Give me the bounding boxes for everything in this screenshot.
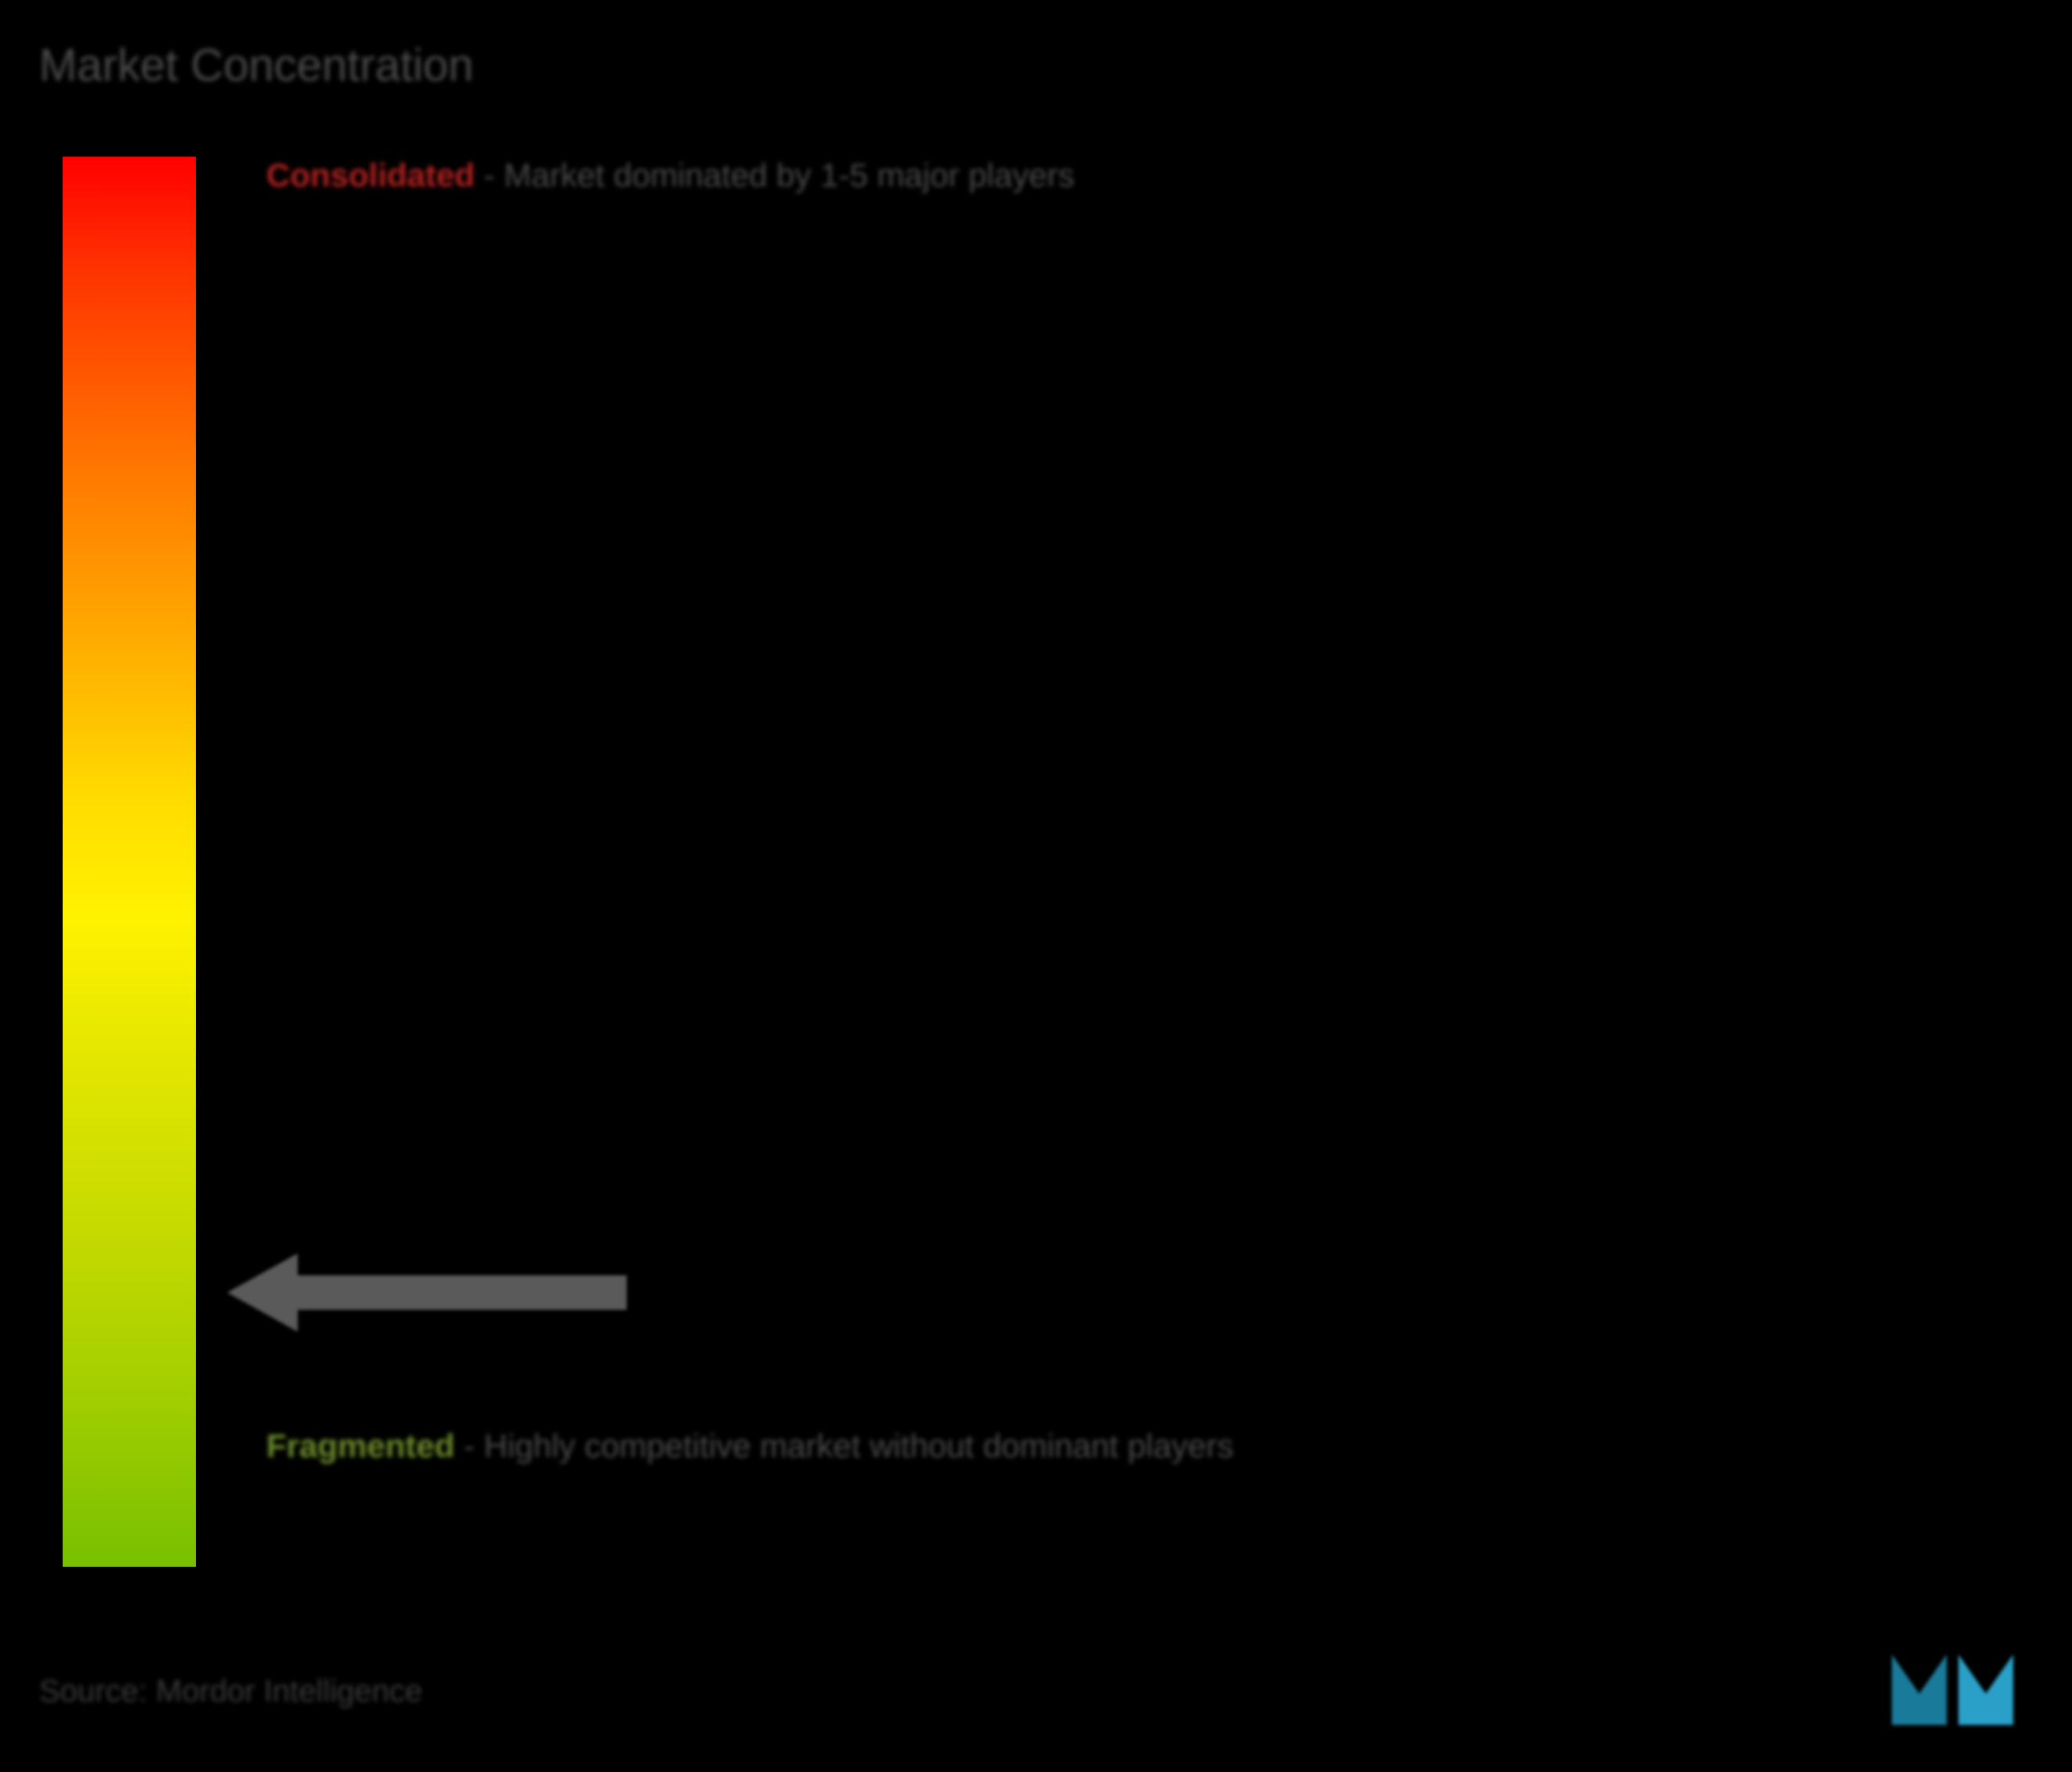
chart-title: Market Concentration [39, 39, 473, 92]
consolidated-label: Consolidated - Market dominated by 1-5 m… [266, 157, 1075, 194]
fragmented-description: - Highly competitive market without domi… [464, 1427, 1234, 1464]
fragmented-label: Fragmented - Highly competitive market w… [266, 1410, 1234, 1482]
concentration-gradient-bar [63, 157, 196, 1567]
consolidated-description: - Market dominated by 1-5 major players [484, 157, 1075, 193]
fragmented-bold: Fragmented [266, 1427, 454, 1464]
mordor-logo-icon [1884, 1635, 2025, 1741]
source-attribution: Source: Mordor Intelligence [39, 1674, 422, 1709]
position-arrow-icon [227, 1246, 635, 1343]
consolidated-bold: Consolidated [266, 157, 475, 193]
